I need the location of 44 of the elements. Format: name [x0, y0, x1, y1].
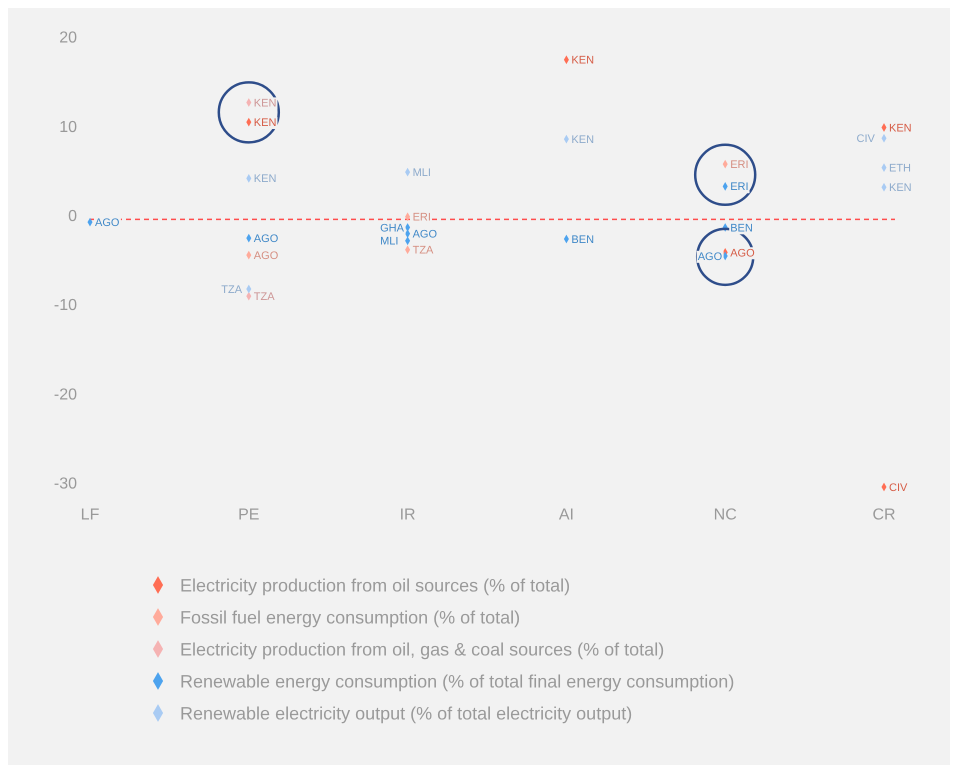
y-tick-label: -10 — [54, 297, 78, 314]
data-label: AGO — [254, 232, 279, 245]
data-label: TZA — [412, 244, 434, 257]
data-label: KEN — [889, 182, 912, 194]
data-label: KEN — [254, 97, 276, 110]
data-label: AGO — [698, 250, 723, 263]
data-label: TZA — [221, 284, 243, 296]
data-label: ETH — [889, 162, 912, 175]
x-tick-label: CR — [872, 506, 896, 524]
x-tick-label: NC — [714, 506, 737, 524]
data-label: KEN — [889, 122, 912, 134]
data-label: AGO — [730, 247, 756, 260]
data-label: CIV — [889, 482, 908, 494]
x-tick-label: PE — [238, 506, 260, 524]
x-tick-label: LF — [80, 506, 100, 524]
data-label: AGO — [95, 216, 120, 229]
data-label: ERI — [730, 158, 749, 171]
y-tick-label: -30 — [54, 476, 78, 493]
legend-label: Electricity production from oil, gas & coal sources (% of total) — [180, 639, 664, 660]
data-label: BEN — [571, 234, 594, 246]
x-tick-label: AI — [558, 506, 574, 524]
y-tick-label: 10 — [59, 118, 78, 136]
legend-label: Renewable electricity output (% of total electricity output) — [180, 703, 632, 724]
data-label: GHA — [380, 222, 405, 234]
data-label: MLI — [412, 166, 431, 179]
y-tick-label: -20 — [54, 386, 78, 404]
data-label: KEN — [571, 134, 594, 146]
data-label: ERI — [412, 212, 431, 224]
data-label: TZA — [254, 290, 276, 303]
data-label: AGO — [254, 250, 279, 262]
legend-label: Renewable energy consumption (% of total final energy consumption) — [180, 671, 734, 692]
data-label: AGO — [412, 228, 438, 241]
data-label: KEN — [254, 173, 276, 186]
data-label: CIV — [856, 133, 876, 146]
data-label: KEN — [571, 54, 594, 67]
x-tick-label: IR — [400, 506, 416, 524]
legend-label: Fossil fuel energy consumption (% of total) — [180, 607, 520, 628]
y-tick-label: 0 — [68, 208, 78, 225]
data-label: ERI — [730, 181, 749, 194]
data-label: KEN — [254, 117, 276, 130]
data-label: BEN — [730, 222, 753, 234]
legend-label: Electricity production from oil sources (% of total) — [180, 575, 570, 596]
y-tick-label: 20 — [59, 30, 78, 47]
data-label: MLI — [380, 236, 398, 248]
